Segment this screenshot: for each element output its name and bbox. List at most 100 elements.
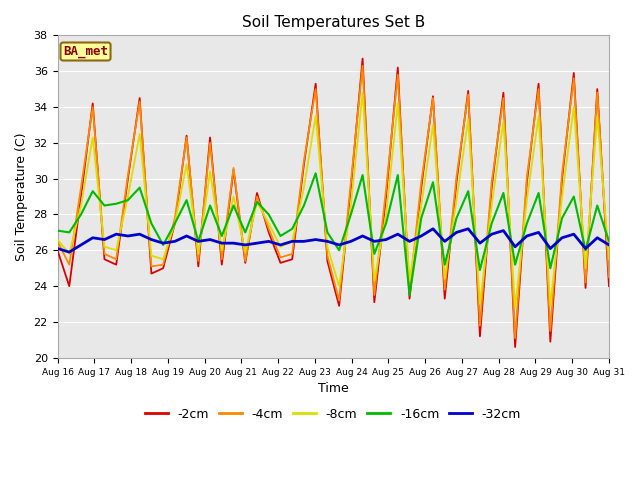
-32cm [523,233,531,239]
-32cm [124,233,132,239]
-2cm [159,265,167,271]
-4cm [582,280,589,286]
-4cm [253,194,261,200]
-16cm [100,203,108,208]
Legend: -2cm, -4cm, -8cm, -16cm, -32cm: -2cm, -4cm, -8cm, -16cm, -32cm [140,403,526,426]
-8cm [394,100,402,106]
-2cm [300,161,308,167]
-8cm [113,247,120,253]
-2cm [605,283,613,289]
-8cm [195,251,202,257]
-32cm [359,233,367,239]
-32cm [113,231,120,237]
-4cm [89,104,97,110]
-4cm [523,174,531,180]
-8cm [347,203,355,208]
-2cm [582,285,589,291]
-32cm [452,229,460,235]
-4cm [171,215,179,221]
-32cm [429,226,437,232]
-32cm [535,229,543,235]
-8cm [54,237,61,242]
-4cm [394,72,402,78]
-8cm [289,239,296,244]
-16cm [206,203,214,208]
-2cm [359,56,367,61]
-16cm [218,233,226,239]
-4cm [570,75,578,81]
-4cm [206,140,214,146]
-8cm [406,278,413,284]
-16cm [276,233,284,239]
-16cm [65,229,73,235]
-8cm [582,265,589,271]
-4cm [183,134,191,140]
-8cm [276,244,284,250]
-2cm [253,190,261,196]
-2cm [558,176,566,181]
-4cm [312,86,319,92]
-8cm [417,203,425,208]
-8cm [159,256,167,262]
-16cm [570,194,578,200]
-8cm [100,244,108,250]
-32cm [324,239,332,244]
-32cm [417,233,425,239]
-4cm [429,95,437,101]
-32cm [605,242,613,248]
-2cm [406,296,413,301]
-32cm [312,237,319,242]
-2cm [65,283,73,289]
-16cm [476,267,484,273]
-32cm [159,240,167,246]
-32cm [406,239,413,244]
-16cm [241,229,249,235]
-4cm [488,180,495,185]
-16cm [452,215,460,221]
-32cm [394,231,402,237]
-8cm [500,119,508,124]
-8cm [335,283,343,289]
-16cm [89,188,97,194]
-16cm [593,203,601,208]
-4cm [452,174,460,180]
Title: Soil Temperatures Set B: Soil Temperatures Set B [242,15,425,30]
-2cm [265,229,273,235]
-4cm [382,187,390,192]
-2cm [100,256,108,262]
-4cm [77,185,85,191]
-32cm [65,249,73,255]
-8cm [371,278,378,284]
-2cm [241,260,249,266]
Line: -32cm: -32cm [58,229,609,252]
-4cm [113,256,120,262]
-2cm [535,81,543,86]
-8cm [300,185,308,191]
-4cm [230,165,237,171]
-8cm [570,104,578,110]
-16cm [488,220,495,226]
-16cm [558,215,566,221]
-16cm [124,197,132,203]
-32cm [230,240,237,246]
-16cm [582,247,589,253]
Line: -16cm: -16cm [58,173,609,295]
-8cm [312,113,319,119]
-16cm [54,228,61,233]
-16cm [359,172,367,178]
-32cm [347,239,355,244]
-16cm [417,215,425,221]
-32cm [276,242,284,248]
-4cm [136,99,143,105]
-8cm [148,253,156,259]
-2cm [347,185,355,191]
-32cm [218,240,226,246]
-8cm [605,256,613,262]
-16cm [429,180,437,185]
X-axis label: Time: Time [318,382,349,395]
-32cm [54,246,61,252]
-4cm [159,262,167,267]
-2cm [324,258,332,264]
-8cm [241,249,249,255]
-2cm [523,180,531,185]
